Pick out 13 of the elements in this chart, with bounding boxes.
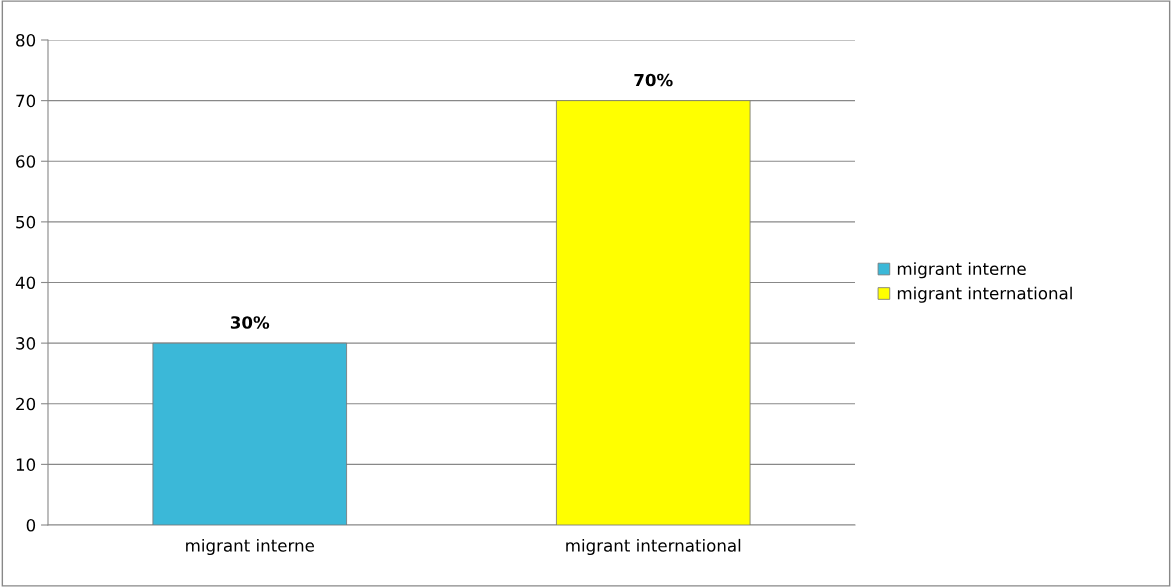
- y-tick-label: 80: [16, 33, 36, 47]
- y-tick-label: 10: [16, 458, 36, 471]
- y-tick-label: 70: [16, 94, 36, 108]
- data-label: 30%: [230, 316, 270, 329]
- legend-label: migrant interne: [897, 262, 1026, 279]
- data-label: 70%: [634, 73, 673, 87]
- legend-label: migrant international: [897, 286, 1072, 303]
- y-tick-label: 60: [16, 155, 36, 168]
- y-tick-label: 0: [26, 518, 36, 532]
- y-tick-label: 40: [15, 276, 36, 290]
- y-tick-label: 30: [16, 337, 36, 350]
- y-tick-label: 20: [16, 397, 36, 411]
- y-tick-label: 50: [16, 215, 36, 229]
